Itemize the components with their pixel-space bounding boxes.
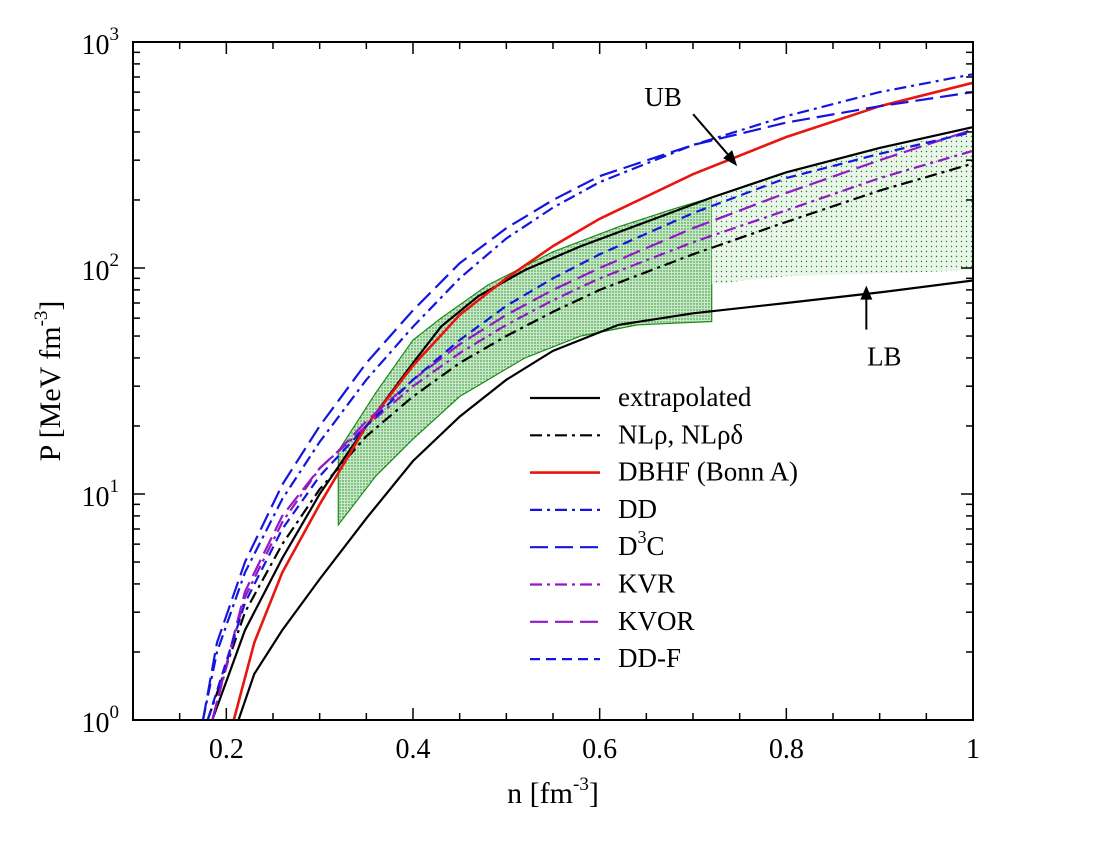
band-flow-region <box>337 196 713 527</box>
x-tick-label: 0.8 <box>769 734 804 765</box>
series-line-3 <box>232 81 973 720</box>
series-line-6 <box>211 149 973 720</box>
x-tick-label: 0.6 <box>582 734 617 765</box>
series-line-1 <box>211 126 973 720</box>
x-tick-label: 0.2 <box>209 734 244 765</box>
y-tick-label: 100 <box>82 702 120 739</box>
legend-label: NLρ, NLρδ <box>618 419 743 449</box>
y-axis-label: P [MeV fm-3] <box>31 301 67 462</box>
legend-label: KVOR <box>618 606 695 636</box>
y-tick-label: 102 <box>82 250 120 287</box>
lb-arrow-head <box>860 285 873 300</box>
legend-label: KVR <box>618 569 675 599</box>
x-tick-label: 1 <box>966 734 980 765</box>
series-line-5 <box>201 91 973 720</box>
legend-label: DD-F <box>618 643 681 673</box>
series-line-4 <box>201 73 973 720</box>
annotations: UB LB <box>644 82 901 371</box>
legend-label: DBHF (Bonn A) <box>618 457 798 487</box>
x-axis-label: n [fm-3] <box>507 774 599 810</box>
ub-arrow-shaft <box>692 113 732 159</box>
tick-labels: 0.2 0.4 0.6 0.8 1 100 101 102 103 <box>82 24 981 765</box>
axis-ticks <box>132 42 974 721</box>
band-extrapolated-region <box>711 131 973 284</box>
legend-label: DD <box>618 494 657 524</box>
series-lines <box>201 73 973 720</box>
y-tick-label: 103 <box>82 24 120 61</box>
ub-arrow-head <box>723 150 738 167</box>
plot-frame <box>132 41 974 721</box>
series-line-8 <box>206 130 973 720</box>
series-line-7 <box>211 128 973 720</box>
series-line-2 <box>206 162 973 720</box>
legend-label: extrapolated <box>618 382 752 412</box>
series-line-0 <box>237 279 973 720</box>
annotation-ub: UB <box>644 82 682 112</box>
x-tick-label: 0.4 <box>396 734 431 765</box>
y-tick-label: 101 <box>82 476 120 513</box>
legend-label: D3C <box>618 527 665 561</box>
annotation-lb: LB <box>867 342 902 372</box>
